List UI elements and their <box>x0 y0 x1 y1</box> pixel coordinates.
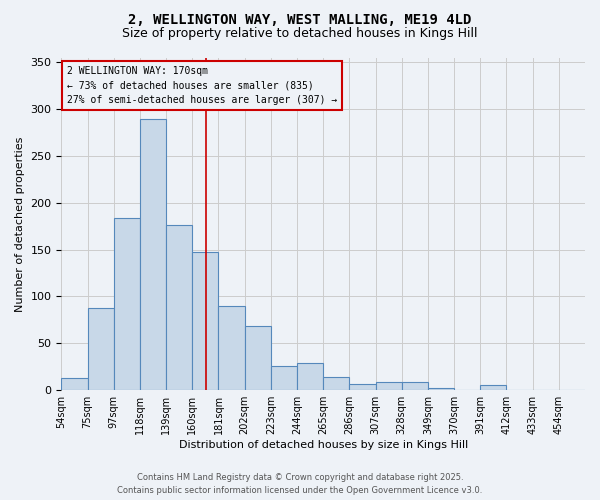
Bar <box>114 218 140 390</box>
Bar <box>271 366 297 390</box>
Bar <box>88 308 114 390</box>
X-axis label: Distribution of detached houses by size in Kings Hill: Distribution of detached houses by size … <box>179 440 468 450</box>
Bar <box>245 326 271 390</box>
Bar <box>297 363 323 390</box>
Bar <box>323 377 349 390</box>
Text: Contains HM Land Registry data © Crown copyright and database right 2025.
Contai: Contains HM Land Registry data © Crown c… <box>118 474 482 495</box>
Bar <box>402 382 428 390</box>
Text: 2, WELLINGTON WAY, WEST MALLING, ME19 4LD: 2, WELLINGTON WAY, WEST MALLING, ME19 4L… <box>128 12 472 26</box>
Bar <box>349 384 376 390</box>
Y-axis label: Number of detached properties: Number of detached properties <box>15 136 25 312</box>
Text: 2 WELLINGTON WAY: 170sqm
← 73% of detached houses are smaller (835)
27% of semi-: 2 WELLINGTON WAY: 170sqm ← 73% of detach… <box>67 66 337 106</box>
Text: Size of property relative to detached houses in Kings Hill: Size of property relative to detached ho… <box>122 28 478 40</box>
Bar <box>193 252 218 390</box>
Bar <box>166 226 193 390</box>
Bar <box>218 306 245 390</box>
Bar <box>480 384 506 390</box>
Bar <box>376 382 402 390</box>
Bar <box>140 120 166 390</box>
Bar <box>61 378 88 390</box>
Bar <box>428 388 454 390</box>
